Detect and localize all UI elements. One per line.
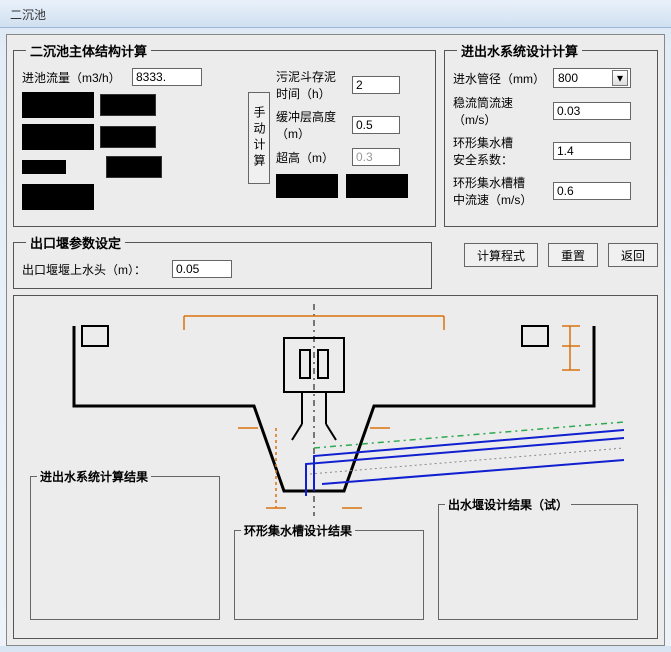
back-button[interactable]: 返回 — [608, 243, 658, 267]
pipe-d-label: 进水管径（mm） — [453, 70, 553, 87]
freeboard-label: 超高（m） — [276, 149, 352, 166]
result-ring-title: 环形集水槽设计结果 — [241, 522, 355, 539]
outlet-group: 出口堰参数设定 出口堰堰上水头（m）： — [13, 233, 432, 289]
result-inout-title: 进出水系统计算结果 — [37, 468, 151, 485]
ring-v-input[interactable] — [553, 182, 631, 200]
pipe-d-value: 800 — [558, 71, 578, 85]
stable-v-input[interactable] — [553, 102, 631, 120]
buffer-h-label: 缓冲层高度 （m） — [276, 108, 352, 142]
diagram-area: 进出水系统计算结果 环形集水槽设计结果 出水堰设计结果（试） — [13, 295, 658, 639]
main-legend: 二沉池主体结构计算 — [26, 41, 151, 60]
redacted-label-3 — [22, 160, 66, 174]
result-weir-title: 出水堰设计结果（试） — [445, 496, 571, 513]
redacted-combo-1[interactable] — [100, 94, 156, 116]
ring-v-label: 环形集水槽槽 中流速（m/s） — [453, 174, 553, 208]
redacted-combo-3[interactable] — [106, 156, 162, 178]
redacted-label-2 — [22, 124, 94, 150]
redacted-label-4 — [22, 184, 94, 210]
inout-legend: 进出水系统设计计算 — [457, 41, 582, 60]
reset-button[interactable]: 重置 — [548, 243, 598, 267]
window-title: 二沉池 — [10, 8, 46, 22]
result-inout-box: 进出水系统计算结果 — [30, 476, 220, 620]
outlet-legend: 出口堰参数设定 — [26, 233, 125, 252]
outlet-head-label: 出口堰堰上水头（m）： — [22, 261, 172, 278]
redacted-out-2 — [346, 174, 408, 198]
inout-group: 进出水系统设计计算 进水管径（mm） 800 ▾ 稳流筒流速 （m/s） 环形集… — [444, 41, 658, 227]
redacted-out-1 — [276, 174, 338, 198]
redacted-combo-2[interactable] — [100, 126, 156, 148]
pipe-d-select[interactable]: 800 ▾ — [553, 68, 631, 88]
inflow-input[interactable] — [132, 68, 202, 86]
calc-button[interactable]: 计算程式 — [464, 243, 538, 267]
result-weir-box: 出水堰设计结果（试） — [438, 504, 638, 620]
result-ring-box: 环形集水槽设计结果 — [234, 530, 424, 620]
sludge-time-input[interactable] — [352, 76, 400, 94]
freeboard-input[interactable] — [352, 148, 400, 166]
manual-calc-button[interactable]: 手动计算 — [248, 92, 270, 184]
titlebar: 二沉池 — [0, 0, 671, 28]
redacted-label-1 — [22, 92, 94, 118]
chevron-down-icon: ▾ — [612, 70, 628, 86]
outlet-head-input[interactable] — [172, 260, 232, 278]
ring-safety-label: 环形集水槽 安全系数： — [453, 134, 553, 168]
stable-v-label: 稳流筒流速 （m/s） — [453, 94, 553, 128]
sludge-time-label: 污泥斗存泥 时间（h） — [276, 68, 352, 102]
main-structure-group: 二沉池主体结构计算 进池流量（m3/h） — [13, 41, 436, 227]
ring-safety-input[interactable] — [553, 142, 631, 160]
inflow-label: 进池流量（m3/h） — [22, 69, 132, 86]
buffer-h-input[interactable] — [352, 116, 400, 134]
